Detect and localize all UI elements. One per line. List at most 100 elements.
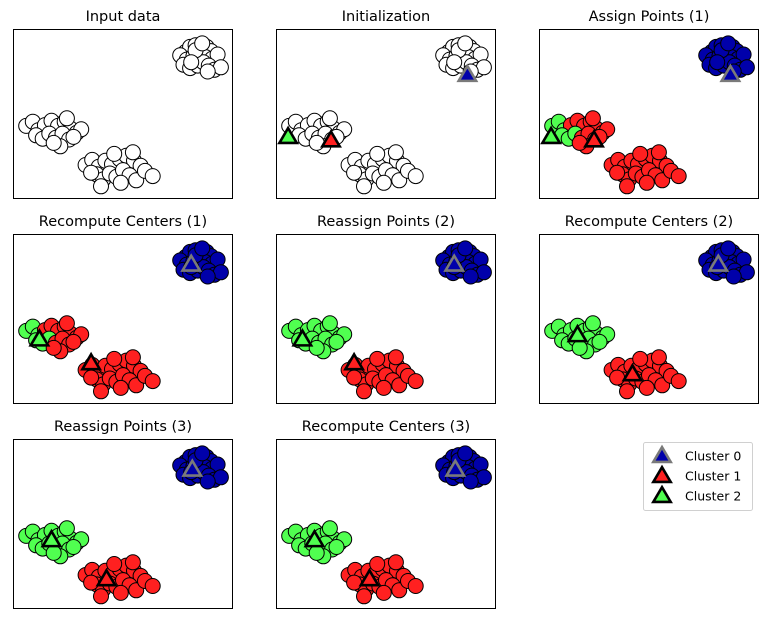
data-point (632, 350, 649, 367)
panel-7: Reassign Points (3) (13, 419, 233, 609)
cluster-0-center-marker (181, 458, 204, 477)
data-point (93, 178, 109, 195)
data-point (462, 473, 479, 490)
data-point (194, 240, 211, 257)
panel-2: Initialization (276, 9, 496, 199)
data-point (212, 264, 229, 281)
panel-title: Input data (86, 9, 161, 25)
plot-area (18, 35, 229, 195)
data-point (407, 373, 424, 390)
data-point (369, 350, 386, 367)
cluster-1-center-marker (343, 351, 366, 371)
legend-box (643, 442, 753, 511)
data-point (571, 339, 588, 356)
data-point (670, 373, 687, 390)
data-point (632, 145, 649, 162)
legend: Cluster 0 Cluster 1 Cluster 2 (643, 442, 753, 511)
data-point (709, 54, 726, 71)
cluster-2-center-marker (303, 528, 326, 548)
legend-marker-cluster-0 (651, 444, 673, 464)
cluster-2-center-marker (28, 327, 51, 347)
cluster-0-center-marker (180, 253, 203, 272)
data-point (584, 110, 601, 127)
panel-4: Recompute Centers (1) (13, 214, 233, 404)
data-point (619, 178, 635, 195)
data-point (321, 520, 338, 537)
data-point (475, 59, 492, 76)
data-point (144, 168, 161, 185)
data-point (328, 333, 345, 350)
data-point (457, 445, 474, 462)
panel-frame (276, 234, 496, 404)
data-point (725, 268, 742, 285)
data-point (58, 110, 75, 127)
data-point (144, 373, 161, 390)
data-point (738, 59, 755, 76)
data-point (65, 333, 82, 350)
data-point (369, 145, 386, 162)
cluster-2-center-marker (277, 125, 300, 145)
data-point (124, 144, 141, 161)
data-point (720, 35, 737, 52)
data-point (462, 268, 479, 285)
data-point (83, 164, 100, 181)
data-point (387, 144, 404, 161)
panel-frame (276, 439, 496, 609)
cluster-2-center-marker (566, 323, 589, 343)
data-point (212, 469, 229, 486)
cluster-0-center-marker (456, 63, 479, 83)
panel-title: Recompute Centers (2) (565, 214, 733, 230)
data-point (475, 469, 492, 486)
data-point (194, 445, 211, 462)
data-point (199, 268, 216, 285)
data-point (369, 556, 386, 572)
data-point (45, 339, 62, 356)
data-point (457, 35, 474, 52)
data-point (387, 554, 404, 571)
data-point (65, 128, 82, 145)
data-point (591, 333, 608, 350)
data-point (387, 349, 404, 366)
data-point (720, 240, 737, 257)
panel-frame (539, 234, 759, 404)
data-point (609, 164, 626, 181)
plot-area (281, 445, 492, 605)
data-point (106, 145, 123, 162)
data-point (609, 369, 626, 386)
panel-6: Recompute Centers (2) (539, 214, 759, 404)
data-point (346, 574, 363, 591)
data-point (356, 588, 372, 605)
data-point (356, 383, 372, 400)
data-point (670, 168, 687, 185)
legend-label: Cluster 0 (685, 449, 741, 464)
panel-frame (13, 234, 233, 404)
data-point (638, 174, 655, 191)
panel-title: Reassign Points (3) (54, 419, 192, 435)
panel-5: Reassign Points (2) (276, 214, 496, 404)
data-point (199, 473, 216, 490)
panel-title: Assign Points (1) (589, 9, 710, 25)
data-point (308, 544, 325, 561)
plot-area (277, 35, 492, 195)
panel-title: Recompute Centers (1) (39, 214, 207, 230)
data-point (356, 178, 372, 195)
panel-title: Recompute Centers (3) (302, 419, 470, 435)
cluster-2-center-marker (291, 327, 314, 347)
data-point (638, 379, 655, 396)
data-point (375, 584, 392, 601)
plot-area (281, 240, 492, 400)
panels-group: Input data Initialization Assign Points (1… (13, 9, 759, 609)
data-point (45, 544, 62, 561)
data-point (194, 35, 211, 52)
cluster-0-center-marker (719, 63, 742, 83)
cluster-0-center-marker (443, 253, 466, 272)
data-point (308, 339, 325, 356)
cluster-1-center-marker (358, 567, 381, 587)
cluster-2-center-marker (540, 125, 563, 145)
data-point (65, 539, 82, 555)
data-point (212, 59, 229, 76)
data-point (321, 110, 338, 127)
data-point (457, 240, 474, 257)
plot-area (540, 35, 755, 195)
